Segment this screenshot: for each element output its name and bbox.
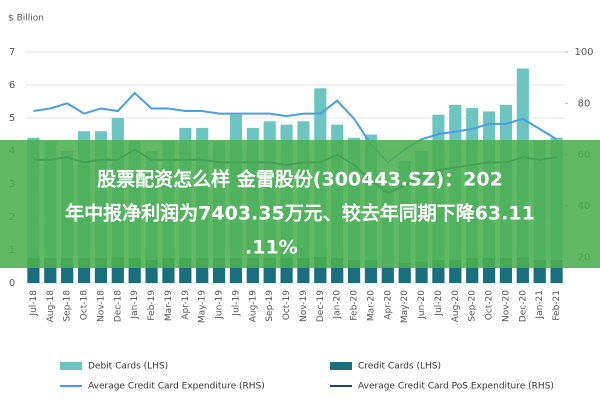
legend-label: Average Credit Card Expenditure (RHS) bbox=[88, 382, 265, 392]
x-tick-label: Feb-20 bbox=[350, 290, 360, 321]
y-tick-label: 0 bbox=[9, 278, 15, 289]
y2-tick-label: 100 bbox=[574, 47, 593, 58]
x-tick-label: Jul-20 bbox=[434, 290, 444, 317]
legend-swatch bbox=[330, 362, 352, 370]
line bbox=[33, 91, 558, 164]
x-tick-label: Jan-20 bbox=[333, 290, 343, 320]
bar bbox=[381, 266, 394, 283]
x-tick-label: Feb-21 bbox=[552, 290, 562, 321]
x-tick-label: Jun-20 bbox=[417, 290, 427, 320]
x-tick-label: Sep-18 bbox=[63, 290, 73, 322]
banner-line: .11% bbox=[245, 237, 298, 259]
x-tick-label: Sep-20 bbox=[468, 290, 478, 322]
legend-swatch bbox=[60, 362, 82, 370]
x-tick-label: Oct-20 bbox=[485, 290, 495, 321]
x-tick-label: Mar-19 bbox=[164, 290, 174, 321]
x-tick-label: Jun-19 bbox=[215, 290, 225, 320]
x-tick-label: Aug-20 bbox=[451, 290, 461, 323]
x-tick-label: Oct-18 bbox=[80, 290, 90, 321]
y-tick-label: 7 bbox=[9, 47, 15, 58]
x-tick-label: Apr-19 bbox=[181, 290, 191, 320]
x-tick-label: Jul-18 bbox=[29, 290, 39, 317]
legend-label: Average Credit Card PoS Expenditure (RHS… bbox=[358, 382, 554, 392]
y-tick-label: 6 bbox=[9, 80, 15, 91]
y2-tick-label: 80 bbox=[578, 98, 591, 109]
x-tick-label: Nov-20 bbox=[501, 290, 511, 322]
banner-background bbox=[0, 140, 600, 268]
x-tick-label: Jan-21 bbox=[535, 290, 545, 320]
banner-line: 股票配资怎么样 金雷股份(300443.SZ)：202 bbox=[97, 168, 503, 191]
bar bbox=[398, 263, 411, 283]
x-tick-label: Jul-19 bbox=[231, 290, 241, 317]
legend-label: Debit Cards (LHS) bbox=[88, 362, 168, 372]
unit-label: $ Billion bbox=[8, 14, 44, 24]
x-tick-label: Feb-19 bbox=[147, 290, 157, 321]
x-tick-label: Nov-19 bbox=[299, 290, 309, 322]
x-tick-label: Dec-19 bbox=[316, 290, 326, 322]
x-tick-label: Jan-19 bbox=[130, 290, 140, 320]
x-tick-label: Mar-20 bbox=[366, 290, 376, 321]
x-tick-label: Oct-19 bbox=[282, 290, 292, 321]
banner-line: 年中报净利润为7403.35万元、较去年同期下降63.11 bbox=[65, 202, 535, 225]
x-tick-label: Nov-18 bbox=[96, 290, 106, 322]
x-tick-label: Dec-20 bbox=[518, 290, 528, 322]
x-tick-label: Dec-18 bbox=[113, 290, 123, 322]
y-tick-label: 5 bbox=[9, 113, 15, 124]
x-tick-label: Aug-18 bbox=[46, 290, 56, 323]
legend-label: Credit Cards (LHS) bbox=[358, 362, 441, 372]
banner: 股票配资怎么样 金雷股份(300443.SZ)：202 年中报净利润为7403.3… bbox=[0, 140, 600, 268]
x-tick-label: May-20 bbox=[400, 290, 410, 323]
x-tick-label: Apr-20 bbox=[383, 290, 393, 320]
x-tick-label: May-19 bbox=[198, 290, 208, 323]
x-tick-label: Sep-19 bbox=[265, 290, 275, 322]
legend: Debit Cards (LHS) Credit Cards (LHS) Avera… bbox=[60, 362, 554, 392]
x-tick-label: Aug-19 bbox=[248, 290, 258, 323]
